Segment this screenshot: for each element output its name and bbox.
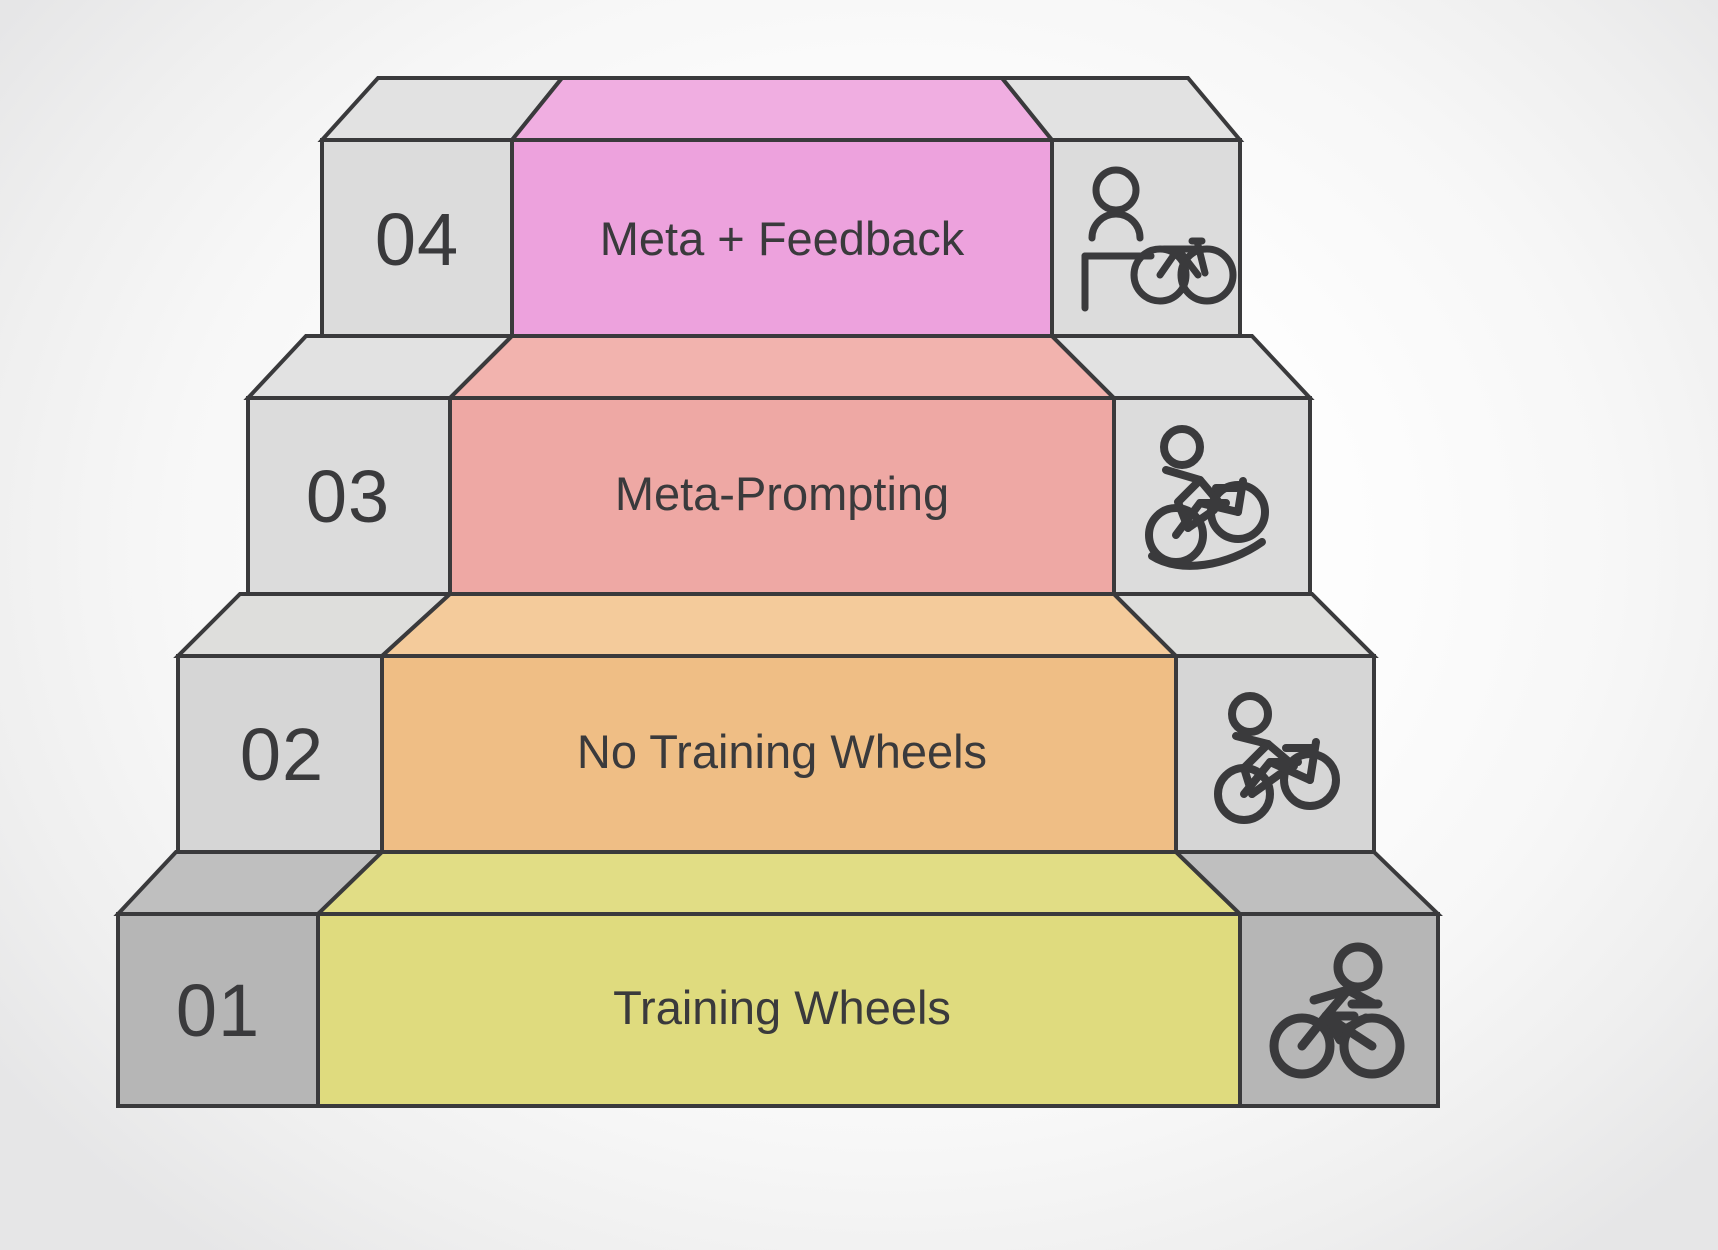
step-01-label: Training Wheels [613,981,951,1034]
step-01-group[interactable]: 01 Training Wheels [113,850,1443,1108]
cyclist-mounting-icon [1145,425,1269,570]
step-02-number-panel-front [176,654,384,854]
cyclist-riding-fast-icon [1269,942,1405,1079]
step-01-label-top [313,850,1245,916]
step-02-group[interactable]: 02 No Training Wheels [173,592,1379,854]
person-standing-with-bicycle-icon [1081,166,1237,312]
step-01-number: 01 [176,969,260,1052]
cyclist-pedaling-icon [1214,692,1340,824]
step-04-label: Meta + Feedback [600,212,965,265]
step-02-number: 02 [240,713,324,796]
step-04-group[interactable]: 04 Meta + Feedback [317,76,1245,338]
step-03-number: 03 [306,455,390,538]
step-04-number: 04 [375,198,459,281]
step-03-label-top [445,334,1119,400]
step-01-label-front [316,912,1242,1108]
step-02-label-top [376,592,1181,658]
step-04-label-top [507,76,1057,142]
step-01-icon-panel-front [1238,912,1440,1108]
step-02-label-front [380,654,1178,854]
step-02-label: No Training Wheels [577,725,987,778]
step-03-number-panel-front [246,396,452,596]
step-04-icon-panel-front [1050,138,1242,338]
step-03-group[interactable]: 03 Meta-Prompting [243,334,1315,596]
step-03-label: Meta-Prompting [615,467,949,520]
